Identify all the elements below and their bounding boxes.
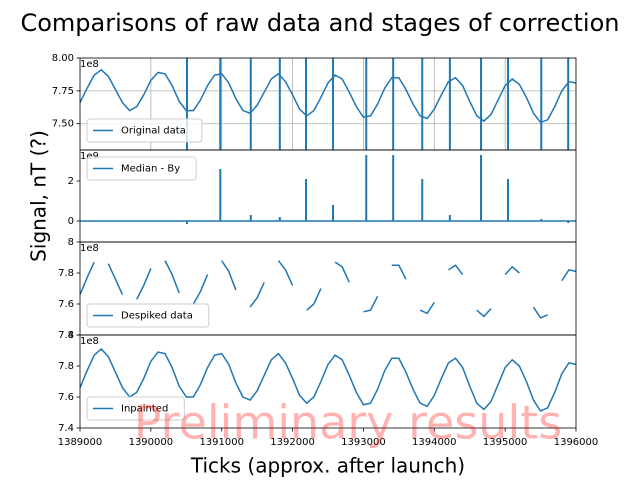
- legend-label: Median - By: [121, 164, 180, 175]
- x-tick-label: 1389000: [58, 437, 103, 448]
- x-axis-label: Ticks (approx. after launch): [190, 454, 465, 478]
- y-tick-label: 7.8: [58, 361, 74, 372]
- y-tick-label: 0: [68, 216, 74, 227]
- y-tick-label: 7.6: [58, 392, 74, 403]
- x-tick-label: 1396000: [554, 437, 599, 448]
- x-tick-label: 1390000: [129, 437, 174, 448]
- legend: Despiked data: [86, 303, 210, 328]
- offset-label: 1e8: [80, 59, 99, 70]
- y-tick-label: 7.6: [58, 299, 74, 310]
- x-tick-label: 1394000: [412, 437, 457, 448]
- legend: Median - By: [86, 156, 197, 181]
- data-line: [80, 260, 576, 319]
- y-tick-label: 2: [68, 176, 74, 187]
- legend-box: [86, 396, 185, 421]
- data-line: [80, 347, 576, 412]
- y-tick-label: 7.75: [52, 86, 74, 97]
- plot-area: [80, 155, 576, 224]
- legend-label: Despiked data: [121, 311, 193, 322]
- legend-box: [86, 303, 210, 328]
- y-tick-label: 8: [68, 237, 74, 248]
- x-tick-label: 1393000: [341, 437, 386, 448]
- y-tick-label: 8.00: [52, 53, 74, 64]
- offset-label: 1e9: [80, 151, 99, 162]
- y-tick-label: 7.8: [58, 268, 74, 279]
- data-line: [80, 68, 576, 124]
- y-tick-label: 7.50: [52, 119, 74, 130]
- legend-box: [86, 156, 197, 181]
- x-tick-label: 1392000: [270, 437, 315, 448]
- legend-label: Inpainted: [121, 404, 168, 415]
- plot-area: [80, 58, 576, 150]
- x-tick-label: 1395000: [483, 437, 528, 448]
- y-tick-label: 7.4: [58, 330, 74, 341]
- x-tick-label: 1391000: [199, 437, 244, 448]
- offset-label: 1e8: [80, 243, 99, 254]
- axes-frame: [79, 334, 577, 429]
- legend-box: [86, 118, 203, 143]
- plot-area: [80, 260, 576, 319]
- y-tick-label: 7.4: [58, 423, 74, 434]
- legend-label: Original data: [121, 126, 186, 137]
- offset-label: 1e8: [80, 336, 99, 347]
- y-axis-label: Signal, nT (?): [27, 130, 51, 262]
- legend: Original data: [86, 118, 203, 143]
- legend: Inpainted: [86, 396, 185, 421]
- y-tick-label: 8: [68, 330, 74, 341]
- watermark: Preliminary results: [134, 396, 563, 450]
- chart-title: Comparisons of raw data and stages of co…: [20, 9, 619, 37]
- plot-area: [80, 347, 576, 412]
